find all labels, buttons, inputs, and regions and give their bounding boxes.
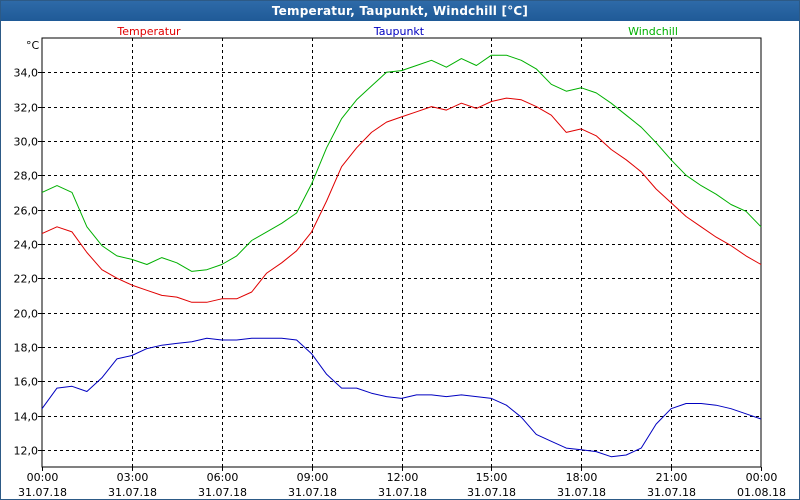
legend-windchill: Windchill [628, 25, 678, 38]
series-line-taupunkt [41, 337, 762, 458]
x-tick-label-date: 01.08.18 [737, 486, 786, 499]
window-title: Temperatur, Taupunkt, Windchill [°C] [1, 1, 799, 21]
x-tick-label-time: 09:00 [297, 471, 329, 484]
y-tick-label: 22,0 [14, 273, 39, 286]
y-tick-label: 12,0 [14, 445, 39, 458]
y-tick-label: 16,0 [14, 376, 39, 389]
x-tick-label-date: 31.07.18 [378, 486, 427, 499]
legend-taupunkt: Taupunkt [373, 25, 425, 38]
x-tick-label-time: 18:00 [566, 471, 598, 484]
y-tick-label: 28,0 [14, 170, 39, 183]
x-tick-label-date: 31.07.18 [108, 486, 157, 499]
x-tick-label-date: 31.07.18 [647, 486, 696, 499]
x-tick-label-time: 03:00 [117, 471, 149, 484]
y-tick-label: 32,0 [14, 102, 39, 115]
x-tick-label-date: 31.07.18 [198, 486, 247, 499]
y-tick-label: 20,0 [14, 308, 39, 321]
x-tick-label-date: 31.07.18 [18, 486, 67, 499]
line-chart: 12,0 14,0 16,0 18,0 20,0 22,0 24,0 26,0 28,0 30,0… [14, 25, 786, 499]
y-tick-label: 34,0 [14, 67, 39, 80]
x-tick-label-time: 00:00 [27, 471, 59, 484]
y-tick-label: 24,0 [14, 239, 39, 252]
x-tick-label-time: 21:00 [656, 471, 688, 484]
x-tick-label-date: 31.07.18 [467, 486, 516, 499]
y-tick-label: 30,0 [14, 136, 39, 149]
series-line-windchill [41, 54, 762, 272]
x-tick-label-date: 31.07.18 [557, 486, 606, 499]
y-tick-label: 14,0 [14, 411, 39, 424]
legend-temperatur: Temperatur [116, 25, 181, 38]
x-tick-label-time: 06:00 [207, 471, 239, 484]
x-tick-label-time: 00:00 [746, 471, 778, 484]
x-tick-label-time: 15:00 [476, 471, 508, 484]
y-tick-label: 26,0 [14, 205, 39, 218]
y-tick-label: 18,0 [14, 342, 39, 355]
y-axis-unit: °C [26, 39, 40, 52]
plot-area [41, 37, 762, 468]
x-tick-label-date: 31.07.18 [288, 486, 337, 499]
series-line-temperatur [41, 97, 762, 303]
x-tick-label-time: 12:00 [387, 471, 419, 484]
